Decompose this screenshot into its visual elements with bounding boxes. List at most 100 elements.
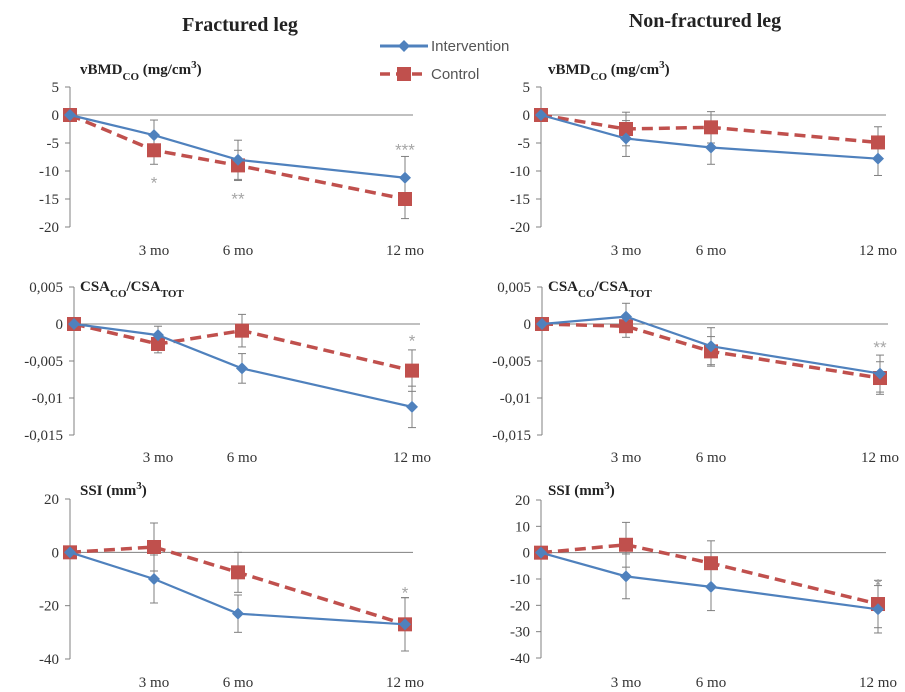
panel-title: vBMDCO (mg/cm3) <box>80 59 202 83</box>
y-tick-label: 0 <box>52 108 60 124</box>
panel-title-main: SSI <box>548 483 571 499</box>
data-point-intervention <box>64 109 76 121</box>
x-tick-label: 12 mo <box>859 675 897 691</box>
significance-label: * <box>151 173 158 192</box>
data-point-intervention <box>236 362 248 375</box>
panel-title: SSI (mm3) <box>548 480 615 499</box>
x-tick-label: 6 mo <box>696 243 726 259</box>
data-point-intervention <box>232 153 244 166</box>
y-tick-label: 0 <box>523 546 531 562</box>
panel-nonfractured-csa: CSACO/CSATOT 0,005 0 -0,005 -0,01 -0,015 3 mo 6… <box>492 279 899 466</box>
y-tick-label: 10 <box>515 519 530 535</box>
y-tick-label: 20 <box>44 492 59 508</box>
data-point-intervention <box>620 310 632 323</box>
panel-title-sup: 3 <box>604 480 610 492</box>
panel-title: vBMDCO (mg/cm3) <box>548 59 670 83</box>
data-point-intervention <box>705 580 717 593</box>
significance-label: * <box>409 331 416 350</box>
data-point-intervention <box>872 603 884 616</box>
panel-title-unit: (mm <box>571 483 605 499</box>
data-point-intervention <box>232 607 244 620</box>
panel-fractured-ssi: SSI (mm3) 20 0 -20 -40 3 mo 6 mo 12 mo * <box>39 480 424 691</box>
legend: Intervention Control <box>380 38 509 83</box>
x-tick-label: 3 mo <box>139 675 169 691</box>
panel-title-unit: /CSA <box>126 279 161 295</box>
x-tick-label: 3 mo <box>143 450 173 466</box>
data-point-control <box>619 319 633 334</box>
y-tick-label: 0 <box>56 317 64 333</box>
y-tick-label: -0,01 <box>500 391 531 407</box>
y-tick-label: 0,005 <box>29 280 63 296</box>
panel-title-sub: CO <box>110 288 127 300</box>
legend-control-label: Control <box>431 66 479 83</box>
panel-title-sub2: TOT <box>161 288 185 300</box>
panel-title-main: SSI <box>80 483 103 499</box>
y-tick-label: -0,005 <box>492 354 531 370</box>
panel-title-main: CSA <box>548 279 578 295</box>
x-tick-label: 6 mo <box>223 243 253 259</box>
data-point-control <box>151 336 165 351</box>
panel-title-sub: CO <box>591 71 608 83</box>
series-line-intervention <box>540 113 879 160</box>
y-tick-label: -0,015 <box>24 428 63 444</box>
data-point-intervention <box>874 367 886 380</box>
series-line-control <box>69 545 406 627</box>
series-line-intervention <box>73 322 413 408</box>
series-line-intervention <box>69 113 406 179</box>
panel-fractured-csa: CSACO/CSATOT 0,005 0 -0,005 -0,01 -0,015 3 mo 6… <box>24 279 431 466</box>
panel-title-unit: /CSA <box>594 279 629 295</box>
significance-label: *** <box>395 140 415 159</box>
panel-title-unit: (mm <box>103 483 137 499</box>
panel-nonfractured-vbmd: vBMDCO (mg/cm3) 5 0 -5 -10 -15 -20 3 mo 6 mo 12 m… <box>510 59 897 259</box>
y-tick-label: -15 <box>510 192 530 208</box>
data-point-control <box>619 122 633 136</box>
series-line-intervention <box>540 551 879 611</box>
panel-title-sup: 3 <box>191 59 197 71</box>
panel-title: CSACO/CSATOT <box>80 279 184 300</box>
data-point-control <box>704 556 718 571</box>
series-line-control <box>540 542 879 606</box>
y-tick-label: -0,01 <box>32 391 63 407</box>
panel-title-close: ) <box>197 62 202 78</box>
y-tick-label: -30 <box>510 625 530 641</box>
y-tick-label: -0,005 <box>24 354 63 370</box>
y-tick-label: -20 <box>39 220 59 236</box>
data-point-intervention <box>620 570 632 583</box>
x-tick-label: 3 mo <box>611 675 641 691</box>
y-tick-label: 0 <box>523 108 531 124</box>
data-point-intervention <box>705 141 717 154</box>
y-tick-label: -10 <box>39 164 59 180</box>
legend-intervention-label: Intervention <box>431 38 509 55</box>
panel-title-sup: 3 <box>659 59 665 71</box>
data-point-intervention <box>64 546 76 559</box>
y-tick-label: 5 <box>52 80 60 96</box>
panel-title-main: vBMD <box>80 62 123 78</box>
panel-title-sup: 3 <box>136 480 142 492</box>
y-tick-label: -10 <box>510 572 530 588</box>
y-tick-label: -40 <box>510 651 530 667</box>
x-tick-label: 6 mo <box>696 450 726 466</box>
series-line-intervention <box>69 551 406 626</box>
x-tick-label: 12 mo <box>393 450 431 466</box>
panel-fractured-vbmd: vBMDCO (mg/cm3) 5 0 -5 -10 -15 -20 3 mo 6 mo 12 m… <box>39 59 424 259</box>
data-point-control <box>704 120 718 135</box>
panels: vBMDCO (mg/cm3) 5 0 -5 -10 -15 -20 3 mo 6 mo 12 m… <box>24 59 899 691</box>
data-point-intervention <box>399 618 411 631</box>
panel-title-close: ) <box>142 483 147 499</box>
series-line-control <box>69 113 406 201</box>
y-tick-label: 0,005 <box>497 280 531 296</box>
data-point-control <box>871 135 885 150</box>
y-tick-label: -5 <box>47 136 60 152</box>
data-point-intervention <box>148 573 160 585</box>
data-point-control <box>619 537 633 552</box>
panel-title: SSI (mm3) <box>80 480 147 499</box>
x-tick-label: 6 mo <box>223 675 253 691</box>
x-tick-label: 3 mo <box>611 450 641 466</box>
series-line-intervention <box>541 315 881 375</box>
data-point-intervention <box>399 171 411 184</box>
panel-title: CSACO/CSATOT <box>548 279 652 300</box>
legend-control-marker <box>397 67 411 81</box>
panel-title-sub: CO <box>123 71 140 83</box>
data-point-control <box>235 323 249 338</box>
